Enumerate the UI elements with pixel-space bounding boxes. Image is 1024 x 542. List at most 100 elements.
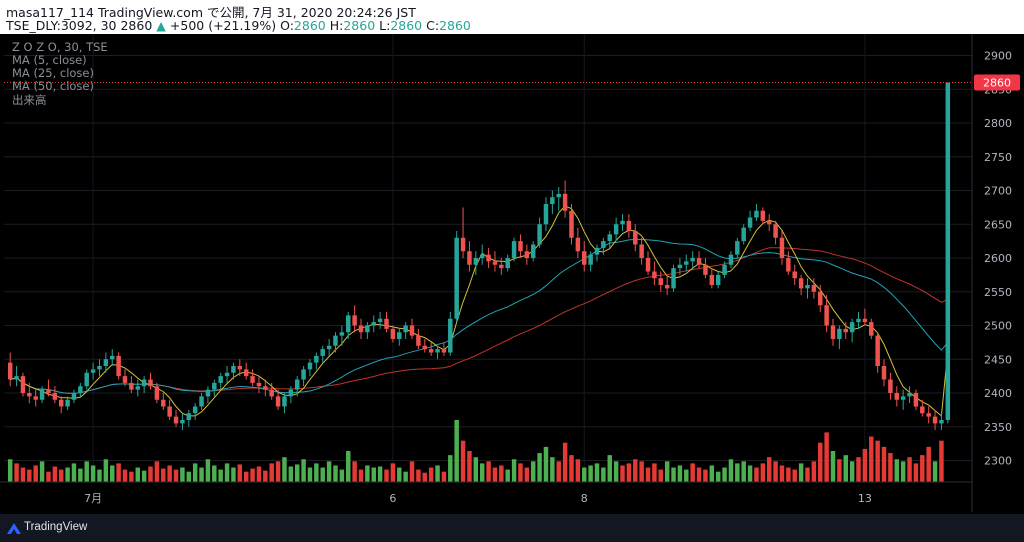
candle-body xyxy=(747,217,753,228)
candle-body xyxy=(920,406,925,414)
volume-bar xyxy=(913,463,919,482)
volume-bar xyxy=(20,467,26,482)
candle-body xyxy=(671,268,676,289)
volume-bar xyxy=(397,467,402,482)
volume-bar xyxy=(811,461,817,482)
volume-bar xyxy=(505,469,510,482)
volume-bar xyxy=(224,463,230,482)
volume-bar xyxy=(218,469,223,482)
candle-body xyxy=(454,237,459,319)
candle-body xyxy=(365,325,370,333)
volume-bar xyxy=(479,463,485,482)
y-tick-label: 2350 xyxy=(984,421,1012,434)
candle-body xyxy=(499,264,504,269)
candle-body xyxy=(473,258,479,265)
volume-bar xyxy=(658,469,664,482)
candle-body xyxy=(409,325,415,336)
candle-body xyxy=(754,210,759,218)
volume-bar xyxy=(116,463,121,482)
candle-body xyxy=(524,251,530,258)
low-value: 2860 xyxy=(390,18,423,33)
candle-body xyxy=(275,396,281,407)
symbol-label: TSE_DLY:3092, 30 xyxy=(6,18,117,33)
candle-body xyxy=(658,278,664,285)
volume-bar xyxy=(875,440,880,482)
volume-bar xyxy=(645,467,651,482)
high-value: 2860 xyxy=(343,18,376,33)
ma25-line xyxy=(10,238,949,394)
candle-body xyxy=(269,389,274,397)
y-tick-label: 2400 xyxy=(984,387,1012,400)
candle-body xyxy=(633,231,638,245)
candle-body xyxy=(154,386,160,400)
volume-bar xyxy=(237,464,243,482)
candle-body xyxy=(830,325,836,339)
volume-bar xyxy=(524,467,530,482)
candle-body xyxy=(192,406,198,414)
volume-bar xyxy=(409,461,415,482)
volume-bar xyxy=(33,465,38,482)
candle-body xyxy=(881,366,887,380)
volume-bar xyxy=(441,471,447,482)
candle-body xyxy=(377,318,383,323)
candle-body xyxy=(569,210,574,238)
candle-body xyxy=(900,396,906,400)
candle-body xyxy=(620,220,625,225)
volume-bar xyxy=(384,469,389,482)
volume-bar xyxy=(352,461,357,482)
candle-body xyxy=(71,393,77,400)
candle-body xyxy=(173,416,179,424)
candle-body xyxy=(728,254,734,265)
high-label: H: xyxy=(329,18,344,33)
volume-bar xyxy=(301,459,306,482)
price-chart[interactable]: 2900285028002750270026502600255025002450… xyxy=(0,34,1024,514)
volume-bar xyxy=(677,465,683,482)
candle-body xyxy=(167,406,172,417)
y-tick-label: 2900 xyxy=(984,50,1012,63)
volume-bar xyxy=(671,467,676,482)
candle-body xyxy=(186,413,192,420)
x-tick-label: 7月 xyxy=(84,492,102,505)
candle-body xyxy=(129,382,134,390)
volume-bar xyxy=(792,469,797,482)
volume-bar xyxy=(192,463,198,482)
volume-bar xyxy=(798,463,804,482)
candle-body xyxy=(390,328,396,339)
candle-body xyxy=(843,328,848,333)
candle-body xyxy=(199,396,204,407)
x-tick-label: 6 xyxy=(389,492,396,505)
candle-body xyxy=(766,220,772,225)
candle-body xyxy=(212,382,217,390)
volume-bar xyxy=(84,461,89,482)
volume-bar xyxy=(141,470,147,482)
price-change: +500 (+21.19%) xyxy=(169,18,277,33)
volume-bar xyxy=(728,459,734,482)
last-price: 2860 xyxy=(120,18,153,33)
candle-body xyxy=(888,379,893,393)
author-line: masa117_114 TradingView.com で公開, 7月 31, … xyxy=(6,5,416,20)
candle-body xyxy=(652,271,657,279)
candle-body xyxy=(294,379,300,390)
volume-bar xyxy=(824,432,829,482)
volume-bar xyxy=(269,463,274,482)
volume-bar xyxy=(601,467,606,482)
brand-label: TradingView xyxy=(24,521,88,533)
volume-bar xyxy=(652,463,657,482)
candle-body xyxy=(849,322,855,333)
y-tick-label: 2450 xyxy=(984,353,1012,366)
candle-body xyxy=(52,393,58,400)
y-tick-label: 2300 xyxy=(984,455,1012,468)
candle-body xyxy=(27,393,32,397)
candle-body xyxy=(84,372,89,387)
volume-bar xyxy=(307,467,313,482)
candle-body xyxy=(537,224,542,245)
volume-bar xyxy=(543,446,549,482)
volume-bar xyxy=(282,457,287,482)
candle-body xyxy=(428,349,434,353)
candle-body xyxy=(530,244,536,258)
candle-body xyxy=(588,254,593,265)
volume-bar xyxy=(231,467,236,482)
candle-body xyxy=(939,420,944,424)
volume-bar xyxy=(939,440,944,482)
volume-bar xyxy=(633,459,638,482)
